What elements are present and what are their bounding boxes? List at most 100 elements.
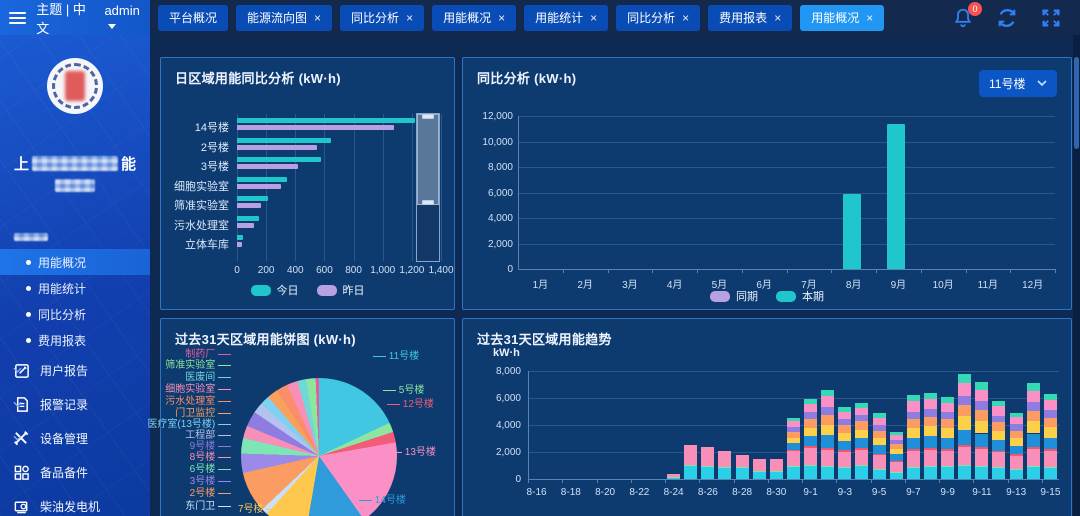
building-select[interactable]: 11号楼 [979, 70, 1057, 97]
org-name-censored [32, 156, 118, 171]
y-axis-tick: 8,000 [495, 366, 521, 377]
stack-segment [821, 435, 835, 448]
stack-segment [958, 373, 972, 383]
tab-close-icon[interactable]: × [498, 10, 506, 25]
stack-segment [975, 420, 989, 434]
legend-item-本期[interactable]: 本期 [776, 288, 824, 304]
tab-close-icon[interactable]: × [590, 10, 598, 25]
sidebar-item-费用报表[interactable]: 费用报表 [0, 327, 150, 353]
gridline [518, 192, 1055, 194]
stack-segment [701, 465, 715, 467]
label-line [387, 403, 400, 405]
datazoom-slider[interactable] [416, 113, 440, 262]
stack-segment [786, 431, 800, 438]
sidebar-item-用能概况[interactable]: 用能概况 [0, 249, 150, 275]
bar-today-2号楼 [237, 137, 331, 143]
stack-segment [855, 407, 869, 415]
bar-today-3号楼 [237, 157, 321, 162]
legend-item-昨日[interactable]: 昨日 [316, 282, 365, 298]
tab-平台概况[interactable]: 平台概况 [158, 4, 229, 31]
stack-segment [804, 445, 818, 448]
building-select-value: 11号楼 [989, 77, 1026, 91]
y-axis-line [528, 371, 529, 479]
stack-segment [992, 400, 1006, 407]
tab-同比分析[interactable]: 同比分析 × [340, 4, 425, 31]
sidebar-item-报警记录[interactable]: 报警记录 [0, 387, 150, 421]
stack-segment [1026, 448, 1040, 466]
tab-用能概况[interactable]: 用能概况 × [432, 4, 517, 31]
stack-segment [718, 450, 732, 467]
tab-close-icon[interactable]: × [406, 10, 414, 25]
tab-用能概况[interactable]: 用能概况 × [800, 4, 885, 31]
x-axis-tick-5月: 5月 [711, 280, 728, 291]
legend-item-今日[interactable]: 今日 [250, 282, 299, 298]
label-line [218, 456, 231, 458]
bell-icon[interactable]: 0 [952, 1, 982, 29]
stack-segment [992, 450, 1006, 453]
stack-segment [786, 426, 800, 432]
tab-能源流向图[interactable]: 能源流向图 × [236, 4, 333, 31]
x-axis-tickmark [965, 269, 967, 273]
chevron-down-icon [1037, 80, 1047, 87]
theme-language-label[interactable]: 主题 | 中文 [36, 1, 86, 36]
stack-segment [975, 401, 989, 410]
scrollbar-thumb[interactable] [1074, 57, 1079, 149]
stack-segment [975, 466, 989, 479]
panel-yoy-analysis: 同比分析 (kW·h) 11号楼 0 2,000 4,000 6,000 8,000 10… [462, 57, 1072, 310]
stack-segment [992, 452, 1006, 468]
menu-toggle-icon[interactable] [9, 11, 27, 24]
legend-item-同期[interactable]: 同期 [710, 288, 758, 304]
stack-segment [1043, 451, 1057, 467]
stack-segment [923, 447, 937, 450]
stack-segment [941, 412, 955, 420]
sidebar-item-用能统计[interactable]: 用能统计 [0, 275, 150, 301]
page-scrollbar[interactable] [1073, 35, 1080, 516]
datazoom-window[interactable] [417, 114, 439, 206]
stack-segment [975, 381, 989, 390]
y-axis-tick: 4,000 [487, 213, 513, 224]
stack-segment [821, 396, 835, 408]
datazoom-handle-bottom[interactable] [422, 200, 434, 206]
label-line [218, 434, 231, 436]
tab-费用报表[interactable]: 费用报表 × [708, 4, 793, 31]
tab-close-icon[interactable]: × [682, 10, 690, 25]
gridline [353, 114, 355, 261]
tab-close-icon[interactable]: × [314, 10, 322, 25]
x-axis-tickmark [741, 269, 743, 273]
org-name-line1: 上 能 [13, 156, 137, 173]
pie-label-9号楼: 9号楼 [190, 437, 231, 452]
stack-segment [1026, 447, 1040, 449]
stack-segment [923, 416, 937, 426]
bar-yesterday-筛准实验室 [237, 203, 262, 208]
stack-segment [838, 466, 852, 468]
sidebar-item-柴油发电机[interactable]: 柴油发电机 [0, 489, 150, 516]
sidebar-item-同比分析[interactable]: 同比分析 [0, 301, 150, 327]
stack-segment [958, 405, 972, 417]
sidebar-item-用户报告[interactable]: 用户报告 [0, 353, 150, 387]
stack-segment [804, 412, 818, 420]
legend-swatch [710, 290, 730, 302]
stack-segment [889, 471, 903, 473]
tab-close-icon[interactable]: × [866, 10, 874, 25]
tab-close-icon[interactable]: × [774, 10, 782, 25]
stack-segment [872, 455, 886, 469]
stack-segment [838, 432, 852, 441]
stack-segment [838, 411, 852, 420]
x-axis-tick: 800 [345, 265, 362, 276]
datazoom-handle-top[interactable] [422, 114, 434, 119]
tab-同比分析[interactable]: 同比分析 × [616, 4, 701, 31]
user-menu[interactable]: admin [104, 3, 150, 33]
x-axis-tickmark [870, 479, 872, 483]
pie-chart[interactable] [241, 378, 397, 516]
stack-segment [838, 467, 852, 479]
pie-label-6号楼: 6号楼 [190, 460, 231, 475]
stack-segment [855, 465, 869, 467]
refresh-icon[interactable] [996, 7, 1018, 29]
sidebar-item-设备管理[interactable]: 设备管理 [0, 421, 150, 455]
tab-用能统计[interactable]: 用能统计 × [524, 4, 609, 31]
menu-group-label-censored [14, 233, 48, 241]
sidebar-item-备品备件[interactable]: 备品备件 [0, 455, 150, 489]
fullscreen-icon[interactable] [1040, 7, 1062, 29]
gridline [295, 114, 297, 261]
stack-segment [941, 396, 955, 403]
